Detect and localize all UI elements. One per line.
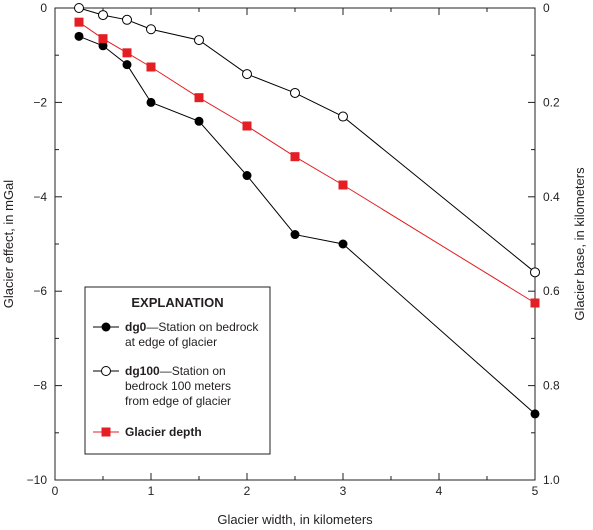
data-point bbox=[290, 230, 300, 240]
data-point bbox=[194, 93, 204, 103]
y2-tick-label: 0.2 bbox=[543, 95, 560, 109]
y2-tick-label: 0 bbox=[543, 1, 550, 15]
data-point bbox=[98, 10, 108, 21]
y2-axis-title: Glacier base, in kilometers bbox=[572, 167, 587, 321]
legend-entry-text: at edge of glacier bbox=[125, 335, 217, 349]
legend-title: EXPLANATION bbox=[131, 295, 223, 310]
data-point bbox=[242, 69, 252, 80]
data-point bbox=[194, 116, 204, 126]
series-layer bbox=[74, 3, 540, 419]
x-tick-label: 3 bbox=[340, 484, 347, 498]
legend-entry-description: —Station on bbox=[160, 364, 226, 378]
legend-entry-description: bedrock 100 meters bbox=[125, 379, 231, 393]
series-line bbox=[78, 7, 536, 273]
y2-tick-label: 1.0 bbox=[543, 473, 560, 487]
legend-entry-text: dg0—Station on bedrock bbox=[125, 320, 259, 334]
legend-entry-description: —Station on bedrock bbox=[146, 320, 259, 334]
data-point bbox=[122, 48, 132, 58]
x-axis-title: Glacier width, in kilometers bbox=[217, 512, 373, 527]
x-tick-label: 2 bbox=[244, 484, 251, 498]
data-point bbox=[194, 35, 204, 46]
x-tick-label: 4 bbox=[436, 484, 443, 498]
data-point bbox=[98, 41, 108, 51]
data-point bbox=[338, 239, 348, 249]
x-tick-label: 0 bbox=[52, 484, 59, 498]
legend-entry-text: from edge of glacier bbox=[125, 394, 231, 408]
legend-entry-text: bedrock 100 meters bbox=[125, 379, 231, 393]
series-1 bbox=[74, 3, 540, 278]
data-point bbox=[98, 34, 108, 44]
series-2 bbox=[74, 17, 540, 308]
data-point bbox=[338, 111, 348, 122]
y-tick-label: −6 bbox=[33, 284, 47, 298]
legend-swatch-marker bbox=[101, 322, 111, 332]
series-0 bbox=[74, 31, 540, 419]
y2-tick-label: 0.4 bbox=[543, 190, 560, 204]
legend-entry-name: dg0 bbox=[125, 320, 147, 334]
data-point bbox=[146, 97, 156, 107]
data-point bbox=[290, 152, 300, 162]
data-point bbox=[242, 121, 252, 131]
y-tick-label: −4 bbox=[33, 190, 47, 204]
legend-entry-name: Glacier depth bbox=[125, 425, 202, 439]
y-tick-label: 0 bbox=[40, 1, 47, 15]
data-point bbox=[530, 267, 540, 278]
legend-entry-text: dg100—Station on bbox=[125, 364, 226, 378]
legend-swatch-marker bbox=[101, 366, 111, 376]
y-tick-label: −2 bbox=[33, 95, 47, 109]
y-axis-title: Glacier effect, in mGal bbox=[1, 180, 16, 308]
data-point bbox=[74, 3, 84, 13]
y-tick-label: −10 bbox=[27, 473, 48, 487]
data-point bbox=[122, 14, 132, 25]
data-point bbox=[122, 60, 132, 70]
data-point bbox=[290, 87, 300, 98]
legend-entry-description: from edge of glacier bbox=[125, 394, 231, 408]
data-point bbox=[530, 409, 540, 419]
data-point bbox=[74, 31, 84, 41]
y2-tick-label: 0.8 bbox=[543, 379, 560, 393]
legend-entry-name: dg100 bbox=[125, 364, 160, 378]
x-tick-label: 1 bbox=[148, 484, 155, 498]
data-point bbox=[146, 24, 156, 35]
data-point bbox=[242, 171, 252, 181]
data-point bbox=[530, 298, 540, 308]
y-tick-label: −8 bbox=[33, 379, 47, 393]
data-point bbox=[74, 17, 84, 27]
legend-entry-text: Glacier depth bbox=[125, 425, 202, 439]
data-point bbox=[146, 62, 156, 72]
data-point bbox=[338, 180, 348, 190]
legend-swatch-marker bbox=[101, 427, 111, 437]
x-tick-label: 5 bbox=[532, 484, 539, 498]
legend-entry-description: at edge of glacier bbox=[125, 335, 217, 349]
y2-tick-label: 0.6 bbox=[543, 284, 560, 298]
